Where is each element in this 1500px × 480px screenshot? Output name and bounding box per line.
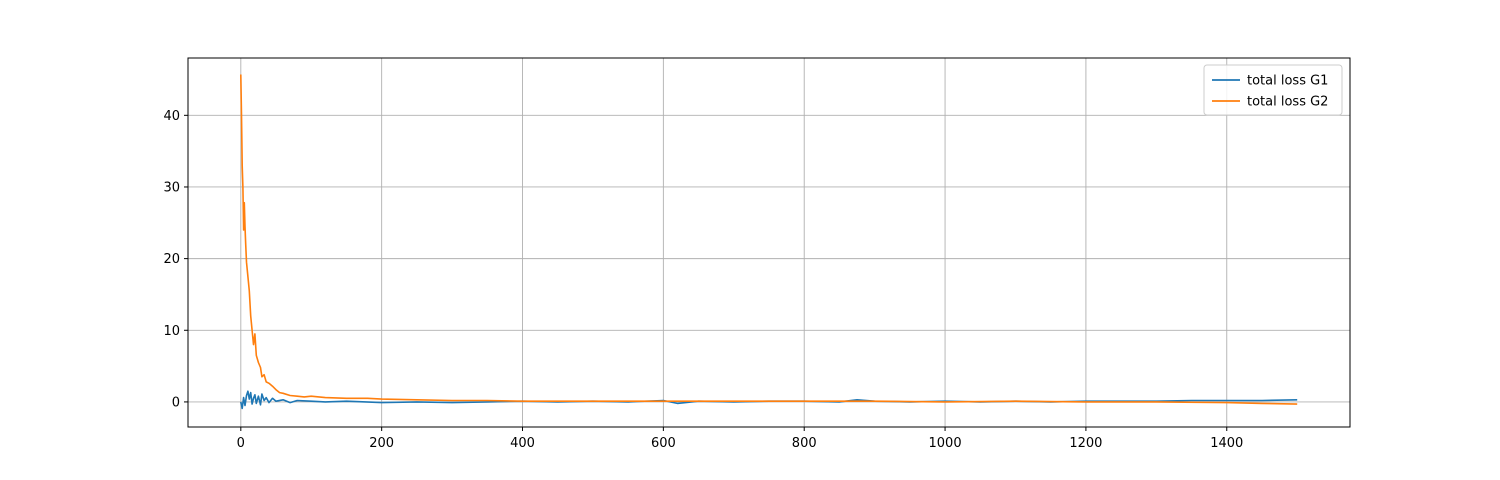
legend-label: total loss G2 (1247, 95, 1328, 110)
x-tick-label: 400 (510, 436, 535, 451)
x-tick-label: 0 (237, 436, 245, 451)
x-tick-label: 600 (651, 436, 676, 451)
y-tick-label: 40 (163, 109, 180, 124)
y-tick-label: 30 (163, 180, 180, 195)
legend-box (1203, 64, 1343, 116)
y-tick-label: 10 (163, 324, 180, 339)
x-tick-label: 1000 (929, 436, 962, 451)
series-layer (240, 74, 1298, 410)
y-tick-label: 20 (163, 252, 180, 267)
y-tick-label: 0 (172, 395, 180, 410)
x-tick-label: 800 (792, 436, 817, 451)
grid (188, 58, 1350, 427)
plot-area-frame (187, 57, 1351, 428)
legend: total loss G1 total loss G2 (1203, 64, 1343, 116)
x-tick-label: 1400 (1210, 436, 1243, 451)
series-line-2 (240, 74, 1298, 405)
axis-ticks: 0 200 400 600 800 1000 1200 1400 0 10 20 30 40 (163, 109, 1243, 451)
legend-label: total loss G1 (1247, 74, 1328, 89)
x-tick-label: 1200 (1069, 436, 1102, 451)
x-tick-label: 200 (369, 436, 394, 451)
